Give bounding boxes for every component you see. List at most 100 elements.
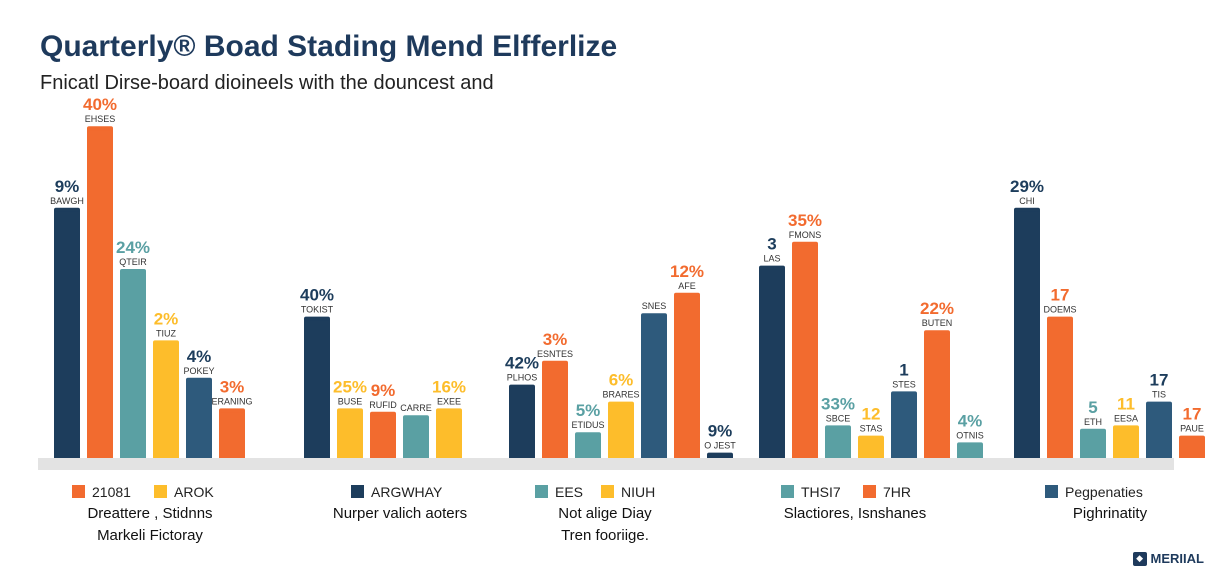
bar [153,342,179,458]
bar [1080,430,1106,458]
bar-sublabel: STAS [860,424,883,434]
bar-value-label: 6% [609,371,634,390]
bar [1179,437,1205,458]
bar-sublabel: LAS [763,254,780,264]
bar-value-label: 2% [154,309,179,328]
bar-sublabel: FMONS [789,230,822,240]
bar [924,332,950,458]
legend-label: NIUH [621,484,655,500]
bar-value-label: 1 [899,360,908,379]
bar-value-label: 9% [55,177,80,196]
bar-cap [575,432,601,437]
bar-value-label: 4% [958,411,983,430]
bar-sublabel: OTNIS [956,430,984,440]
bar [542,362,568,458]
bar-cap [509,384,535,389]
bar-value-label: 3 [767,235,776,254]
bar-value-label: 17 [1150,371,1169,390]
brand-name: MERIIAL [1150,551,1204,566]
bar-sublabel: PLHOS [507,373,538,383]
bar-cap [186,377,212,382]
legend-swatch [351,485,364,498]
bar-sublabel: TIS [1152,390,1166,400]
bar [608,403,634,458]
bar-sublabel: O JEST [704,441,736,451]
bar [54,209,80,458]
bar [575,434,601,458]
bar-cap [924,330,950,335]
bar-sublabel: TOKIST [301,305,334,315]
bar-sublabel: QTEIR [119,257,147,267]
legend-swatch [154,485,167,498]
bar-sublabel: EHSES [85,114,116,124]
legend-label: Pegpenaties [1065,484,1143,500]
bar-sublabel: TIUZ [156,328,176,338]
bar-value-label: 3% [543,330,568,349]
legend-label: 7HR [883,484,911,500]
legend-label: EES [555,484,583,500]
bar-sublabel: SBCE [826,413,851,423]
bar-cap [120,269,146,273]
bar-sublabel: EESA [1114,413,1138,423]
bar-cap [957,442,983,447]
group-caption: Slactiores, Isnshanes [784,505,927,522]
legend-label: 21081 [92,484,131,500]
bar-cap [608,401,634,406]
bar [337,410,363,458]
bar-value-label: 33% [821,394,855,413]
bar-cap [87,126,113,131]
bar [1047,318,1073,458]
bar [957,444,983,458]
bar-cap [792,241,818,246]
bar [641,315,667,458]
bar-value-label: 22% [920,299,954,318]
bar [370,413,396,458]
bar-cap [219,408,245,413]
bar [674,294,700,458]
bar [219,410,245,458]
bar [1113,427,1139,458]
bar [509,386,535,458]
bar-value-label: 35% [788,211,822,230]
bar-cap [1080,428,1106,433]
bar-sublabel: EXEE [437,396,461,406]
bar-sublabel: SNES [642,301,667,311]
bar-sublabel: ETIDUS [571,420,604,430]
bar [186,379,212,458]
bar-value-label: 25% [333,377,367,396]
group-caption: Tren fooriige. [561,527,649,544]
bar-value-label: 17 [1183,405,1202,424]
legend-label: THSI7 [801,484,841,500]
bar-value-label: 9% [371,381,396,400]
bar-value-label: 5 [1088,398,1097,417]
bar-cap [891,391,917,396]
bar-cap [54,207,80,212]
bar-cap [707,452,733,457]
legend-swatch [781,485,794,498]
bar-value-label: 24% [116,238,150,257]
group-caption: Markeli Fictoray [97,527,203,544]
bar-cap [1179,435,1205,440]
bar-value-label: 16% [432,377,466,396]
bar [891,393,917,458]
legend-label: AROK [174,484,214,500]
baseline [38,458,1174,470]
bar-sublabel: BUSE [338,396,363,406]
bar-value-label: 12 [862,405,881,424]
group-caption: Pighrinatity [1073,505,1148,522]
legend-swatch [535,485,548,498]
bar-cap [542,360,568,365]
bar-cap [403,415,429,420]
bar [1146,403,1172,458]
bar [403,417,429,458]
bar [792,243,818,458]
bar [1014,209,1040,458]
bar-cap [337,408,363,413]
legend-swatch [601,485,614,498]
brand-logo: ◆ MERIIAL [1132,551,1204,566]
bar-sublabel: STES [892,379,916,389]
bar-sublabel: PAUE [1180,424,1204,434]
bar-value-label: 17 [1051,286,1070,305]
bar-sublabel: ETH [1084,417,1102,427]
legend-swatch [72,485,85,498]
